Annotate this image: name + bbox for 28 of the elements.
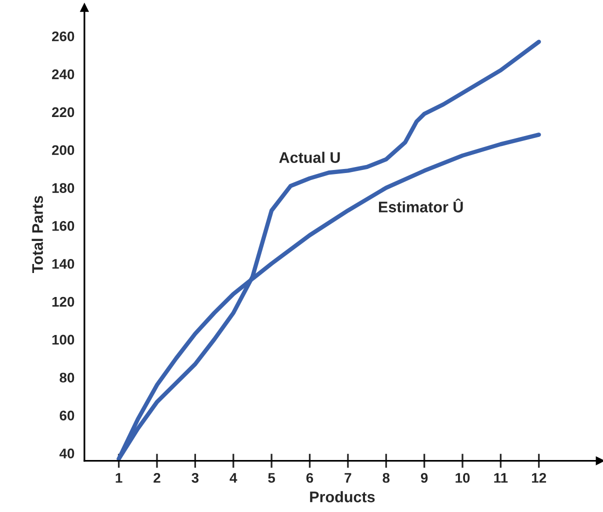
y-tick-label: 180 [52,183,74,193]
y-tick-label: 100 [52,334,74,345]
x-tick-label: 6 [306,472,314,483]
x-tick-label: 8 [382,472,390,483]
x-tick-label: 7 [344,473,352,483]
x-tick-label: 10 [456,472,470,483]
y-tick-label: 120 [52,296,74,307]
y-tick-label: 60 [60,410,74,420]
x-tick-label: 1 [116,473,122,483]
x-tick-label: 3 [192,472,199,483]
series-label: Actual U [279,152,340,163]
y-tick-label: 140 [52,258,74,269]
y-tick-label: 40 [59,448,74,458]
y-tick-label: 80 [60,372,74,383]
x-tick-label: 12 [532,472,546,483]
y-tick-label: 200 [52,145,74,156]
x-tick-label: 9 [420,472,428,483]
y-tick-label: 260 [52,31,74,42]
x-tick-label: 5 [268,473,276,483]
y-tick-label: 220 [52,107,74,118]
x-tick-label: 11 [494,473,508,483]
y-tick-label: 160 [52,221,74,231]
x-axis-title: Products [310,491,375,502]
series-label: Estimator Û [378,198,463,212]
y-axis-title: Total Parts [32,196,43,273]
x-tick-label: 4 [230,473,238,483]
x-tick-label: 2 [154,472,160,483]
y-tick-label: 240 [52,69,74,80]
